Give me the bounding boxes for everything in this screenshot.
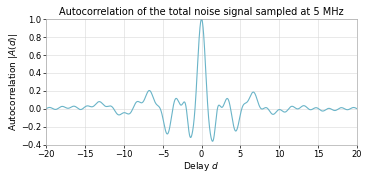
Y-axis label: Autocorrelation |$A(d)$|: Autocorrelation |$A(d)$| bbox=[7, 33, 20, 131]
Title: Autocorrelation of the total noise signal sampled at 5 MHz: Autocorrelation of the total noise signa… bbox=[59, 7, 344, 17]
X-axis label: Delay $d$: Delay $d$ bbox=[183, 160, 220, 173]
